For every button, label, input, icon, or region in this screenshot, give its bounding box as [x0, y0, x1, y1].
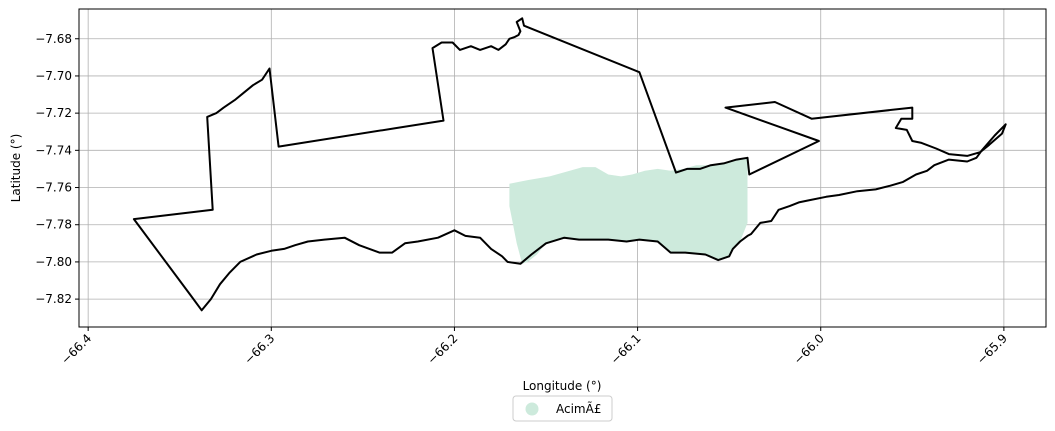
y-tick-label: −7.82 [35, 292, 72, 306]
y-tick-label: −7.74 [35, 143, 72, 157]
x-axis-label: Longitude (°) [523, 379, 602, 393]
x-tick-label: −66.3 [242, 331, 278, 367]
y-tick-label: −7.70 [35, 69, 72, 83]
legend-label: AcimÃ£ [556, 401, 601, 416]
legend: AcimÃ£ [512, 395, 613, 422]
x-tick-label: −66.4 [58, 331, 94, 367]
x-tick-label: −66.0 [791, 331, 827, 367]
y-tick-label: −7.72 [35, 106, 72, 120]
plot-frame [78, 8, 1047, 328]
region-fills [509, 157, 748, 264]
y-axis-label: Latitude (°) [9, 134, 23, 203]
y-tick-label: −7.78 [35, 218, 72, 232]
x-tick-label: −66.1 [608, 331, 644, 367]
y-tick-label: −7.76 [35, 181, 72, 195]
y-axis-ticks: −7.68 −7.70 −7.72 −7.74 −7.76 −7.78 −7.80 −7.82 [35, 32, 79, 306]
legend-marker [525, 402, 539, 416]
x-tick-label: −66.2 [425, 331, 461, 367]
x-axis-ticks: −66.4 −66.3 −66.2 −66.1 −66.0 −65.9 [58, 327, 1010, 367]
region-acima-fill [509, 157, 748, 264]
grid-lines [79, 9, 1046, 327]
boundary-layer [132, 17, 1007, 312]
legend-frame [512, 395, 613, 422]
municipality-boundary [132, 17, 1007, 312]
y-tick-label: −7.68 [35, 32, 72, 46]
y-tick-label: −7.80 [35, 255, 72, 269]
x-tick-label: −65.9 [974, 331, 1010, 367]
